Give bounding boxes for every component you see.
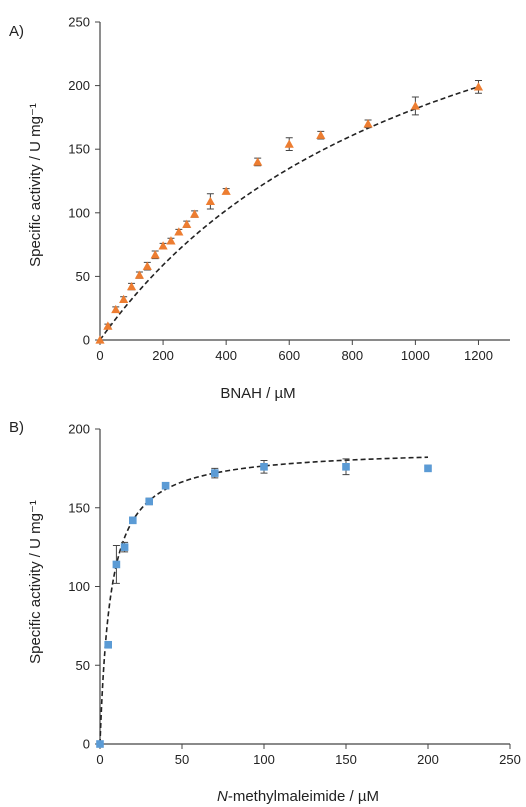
panel-b-data-point — [129, 516, 137, 525]
panel-a-y-tick-label: 250 — [68, 15, 90, 30]
panel-a-data-point — [205, 196, 215, 206]
panel-b-y-tick-label: 100 — [68, 579, 90, 594]
panel-a-data-point — [284, 139, 294, 148]
panel-b-data-point — [211, 469, 219, 477]
panel-a-x-tick-label: 1000 — [401, 348, 430, 363]
panel-b-x-tick-label: 100 — [253, 752, 275, 767]
panel-a-data-point — [473, 82, 484, 91]
panel-b-data-point — [260, 463, 268, 471]
panel-a-data-point — [95, 335, 105, 344]
panel-b-fit-curve — [99, 456, 429, 745]
panel-a-data-point — [126, 281, 137, 291]
panel-a-x-tick-label: 1200 — [464, 348, 493, 363]
panel-b-y-tick-label: 150 — [68, 500, 90, 515]
panel-a-data-point — [158, 241, 168, 250]
panel-a-data-point — [174, 227, 184, 236]
panel-b-y-tick-label: 50 — [76, 658, 90, 673]
panel-a-y-tick-label: 50 — [76, 269, 90, 284]
panel-b-label: B) — [9, 419, 24, 436]
panel-a-data-point — [142, 261, 152, 270]
panel-a-data-point — [221, 186, 231, 195]
panel-b-data-point — [112, 560, 121, 569]
panel-a-data-point — [316, 130, 326, 139]
panel-b-data-point — [161, 481, 170, 490]
panel-a-data-point — [182, 219, 192, 228]
panel-b-data-point — [120, 543, 129, 551]
panel-a-data-point — [119, 294, 129, 303]
panel-b-data-point — [96, 740, 104, 748]
panel-b-x-tick-label: 0 — [96, 752, 103, 767]
panel-a-y-tick-label: 200 — [68, 78, 90, 93]
panel-a-x-tick-label: 400 — [215, 348, 237, 363]
panel-b-data-point — [342, 463, 350, 471]
panel-b-x-tick-label: 250 — [499, 752, 521, 767]
panel-b-x-axis-title: N-methylmaleimide / µM — [217, 788, 379, 805]
panel-b-y-tick-label: 200 — [68, 422, 90, 437]
panel-b-y-axis-title: Specific activity / U mg⁻¹ — [27, 500, 44, 664]
panel-a-x-tick-label: 800 — [341, 348, 363, 363]
panel-b-chart: B) N-methylmaleimide / µM Specific activ… — [9, 419, 521, 805]
panel-a-y-tick-label: 150 — [68, 142, 90, 157]
panel-a-fit-curve — [99, 85, 479, 341]
panel-a-x-tick-label: 0 — [96, 348, 103, 363]
panel-a-y-tick-label: 0 — [83, 333, 90, 348]
panel-b-x-axis-title-italic: N — [217, 788, 228, 805]
panel-a-data-point — [134, 270, 145, 279]
panel-a-y-tick-label: 100 — [68, 205, 90, 220]
panel-b-x-tick-label: 50 — [175, 752, 189, 767]
panel-a-data-point — [111, 304, 121, 314]
panel-b-data-point — [424, 464, 432, 473]
panel-a-data-point — [410, 101, 420, 110]
panel-a-x-tick-label: 600 — [278, 348, 300, 363]
panel-b-x-axis-title-rest: -methylmaleimide / µM — [228, 788, 379, 805]
panel-b-y-tick-label: 0 — [83, 737, 90, 752]
panel-b-data-point — [145, 497, 153, 506]
panel-a-data-point — [363, 119, 373, 128]
panel-b-data-point — [104, 640, 112, 649]
panel-a-data-point — [166, 236, 176, 245]
panel-a-data-point — [253, 157, 263, 166]
panel-b-x-tick-label: 150 — [335, 752, 357, 767]
panel-a-label: A) — [9, 23, 24, 40]
panel-a-data-point — [103, 321, 113, 330]
panel-a-chart: A) BNAH / µM Specific activity / U mg⁻¹ … — [9, 15, 510, 402]
panel-a-data-point — [190, 209, 200, 218]
panel-a-data-point — [150, 250, 160, 259]
panel-a-x-axis-title: BNAH / µM — [220, 385, 295, 402]
panel-a-y-axis-title: Specific activity / U mg⁻¹ — [27, 103, 44, 267]
panel-b-x-tick-label: 200 — [417, 752, 439, 767]
panel-a-x-tick-label: 200 — [152, 348, 174, 363]
